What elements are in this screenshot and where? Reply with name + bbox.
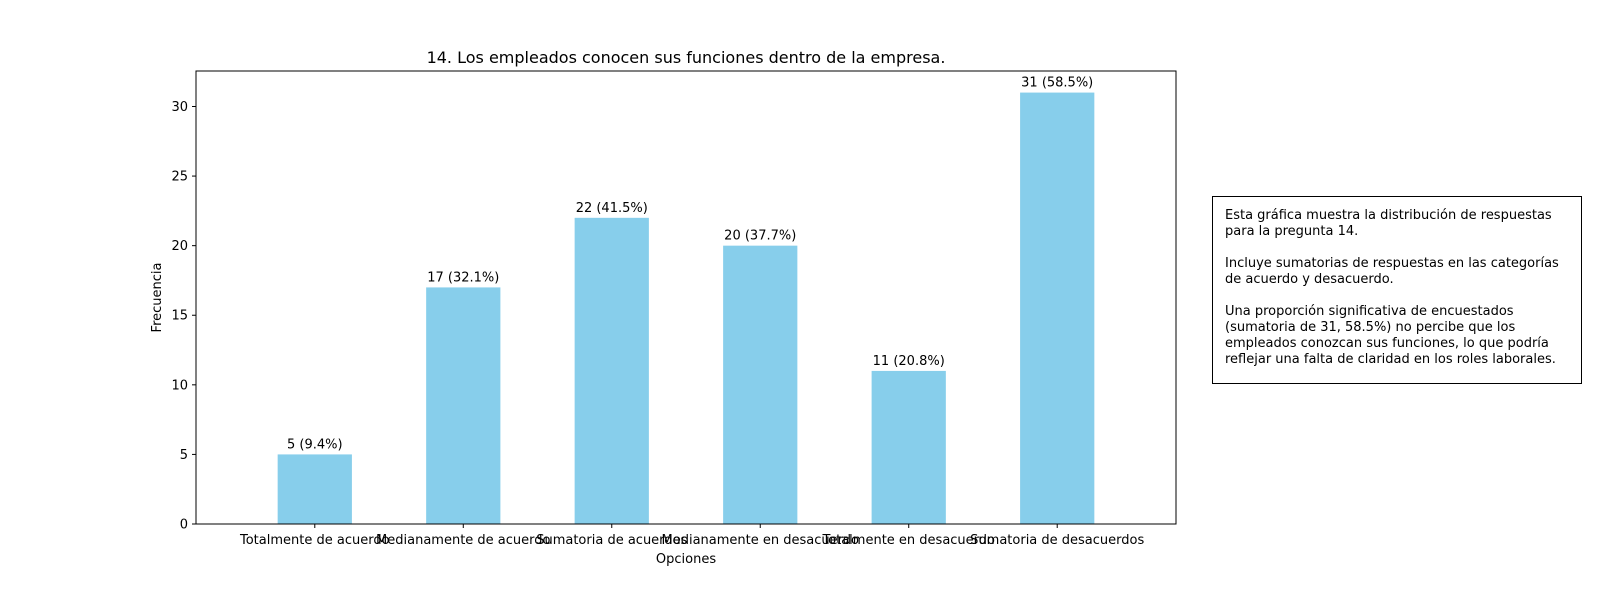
x-tick-label: Sumatoria de desacuerdos <box>970 533 1144 548</box>
bar <box>723 245 798 524</box>
y-tick-label: 20 <box>171 239 188 254</box>
bar <box>574 217 649 524</box>
bar-data-label: 17 (32.1%) <box>427 270 499 285</box>
annotation-paragraph: Esta gráfica muestra la distribución de … <box>1225 208 1552 239</box>
x-tick-label: Medianamente de acuerdo <box>376 533 550 548</box>
chart-title: 14. Los empleados conocen sus funciones … <box>427 48 946 67</box>
bar-data-label: 22 (41.5%) <box>576 201 648 216</box>
y-tick-label: 10 <box>171 378 188 393</box>
bar <box>277 454 352 524</box>
bar-chart: 14. Los empleados conocen sus funciones … <box>150 48 1177 567</box>
y-tick-label: 25 <box>171 170 188 185</box>
annotation-paragraph: Una proporción significativa de encuesta… <box>1225 304 1556 367</box>
bar <box>426 287 501 524</box>
y-tick-label: 5 <box>180 448 188 463</box>
x-tick-label: Totalmente en desacuerdo <box>821 533 995 548</box>
y-axis-label: Frecuencia <box>150 263 165 333</box>
y-tick-label: 30 <box>171 100 188 115</box>
plot-frame <box>195 70 1177 525</box>
bar-data-label: 20 (37.7%) <box>724 229 796 244</box>
y-tick-label: 15 <box>171 309 188 324</box>
x-tick-label: Sumatoria de acuerdos <box>536 533 687 548</box>
bar-data-label: 31 (58.5%) <box>1021 76 1093 91</box>
bar <box>871 370 946 524</box>
bar <box>1020 92 1095 525</box>
bar-data-label: 5 (9.4%) <box>287 437 343 452</box>
x-axis-label: Opciones <box>656 552 716 567</box>
bar-data-label: 11 (20.8%) <box>873 354 945 369</box>
annotation-box: Esta gráfica muestra la distribución de … <box>1212 196 1582 384</box>
x-tick-label: Medianamente en desacuerdo <box>662 533 859 548</box>
annotation-paragraph: Incluye sumatorias de respuestas en las … <box>1225 256 1559 287</box>
y-tick-label: 0 <box>180 518 188 533</box>
x-tick-label: Totalmente de acuerdo <box>239 533 390 548</box>
